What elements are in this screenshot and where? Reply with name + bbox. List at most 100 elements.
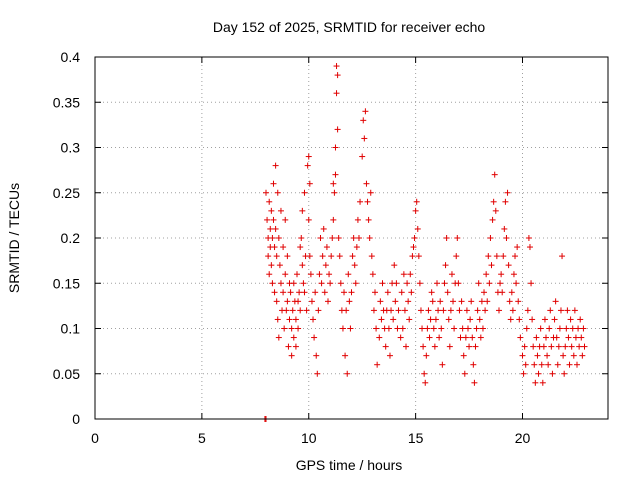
data-point [485, 253, 492, 260]
data-point [405, 298, 412, 305]
data-point [264, 216, 271, 223]
data-point [499, 289, 506, 296]
data-point [549, 370, 556, 377]
data-point [505, 262, 512, 269]
data-point [285, 343, 292, 350]
data-point [565, 334, 572, 341]
data-point [275, 334, 282, 341]
data-point [351, 262, 358, 269]
data-point [310, 316, 317, 323]
data-point [447, 307, 454, 314]
data-point [345, 271, 352, 278]
data-point [563, 325, 570, 332]
data-point [575, 325, 582, 332]
y-tick-label: 0 [72, 411, 80, 427]
data-point [555, 343, 562, 350]
data-point [421, 370, 428, 377]
data-point [369, 271, 376, 278]
data-point [441, 280, 448, 287]
x-axis-label: GPS time / hours [296, 457, 403, 473]
data-point [370, 307, 377, 314]
data-point [301, 189, 308, 196]
data-point [556, 325, 563, 332]
data-point [288, 325, 295, 332]
data-point [438, 325, 445, 332]
data-point [303, 307, 310, 314]
data-point [487, 235, 494, 241]
data-point [514, 244, 521, 251]
data-point [539, 379, 546, 386]
data-point [266, 271, 273, 278]
data-point [276, 262, 283, 269]
data-point [466, 343, 473, 350]
data-point [290, 334, 297, 341]
data-point [561, 370, 568, 377]
data-point [435, 307, 442, 314]
data-point [316, 271, 323, 278]
data-point [478, 298, 485, 305]
data-point [425, 307, 432, 314]
data-point [306, 180, 313, 187]
data-point [296, 289, 303, 296]
data-point [397, 334, 404, 341]
data-point [551, 316, 558, 323]
data-point [469, 334, 476, 341]
data-point [407, 271, 414, 278]
data-point [292, 343, 299, 350]
data-point [576, 343, 583, 350]
data-point [311, 334, 318, 341]
data-point [363, 180, 370, 187]
data-point [562, 343, 569, 350]
data-point [553, 334, 560, 341]
data-point [492, 207, 499, 214]
x-tick-label: 5 [198, 430, 206, 446]
data-point [475, 280, 482, 287]
data-point [284, 298, 291, 305]
data-point [293, 271, 300, 278]
data-point [355, 235, 362, 241]
data-point [538, 361, 545, 368]
y-axis-label: SRMTID / TECUs [6, 183, 22, 293]
data-point [467, 316, 474, 323]
data-point [424, 325, 431, 332]
data-point [512, 253, 519, 260]
data-point [287, 289, 294, 296]
data-point [366, 235, 373, 241]
data-point [280, 244, 287, 251]
data-point [265, 253, 272, 260]
data-point [477, 334, 484, 341]
data-point [298, 235, 305, 241]
data-point [361, 135, 368, 142]
data-point [334, 72, 341, 79]
data-point [434, 280, 440, 287]
data-point [504, 189, 511, 196]
data-point [534, 352, 541, 359]
data-point [343, 307, 350, 314]
data-point [454, 235, 461, 241]
data-point [437, 298, 444, 305]
data-point [307, 271, 314, 278]
data-point [390, 316, 397, 323]
data-point [306, 253, 313, 260]
data-point [271, 289, 278, 296]
data-point [299, 207, 306, 214]
data-point [332, 171, 339, 178]
data-point [331, 189, 338, 196]
data-point [326, 271, 333, 278]
data-point [552, 298, 559, 305]
data-point [404, 280, 411, 287]
data-point [318, 280, 325, 287]
data-point [274, 189, 281, 196]
data-point [493, 253, 500, 260]
data-point [579, 352, 586, 359]
data-point [346, 298, 353, 305]
data-point [460, 352, 467, 359]
data-point [376, 334, 383, 341]
data-point [525, 235, 532, 241]
data-point [450, 298, 457, 305]
data-point [337, 280, 344, 287]
data-point [359, 153, 366, 160]
data-point [455, 280, 462, 287]
data-point [297, 244, 304, 251]
